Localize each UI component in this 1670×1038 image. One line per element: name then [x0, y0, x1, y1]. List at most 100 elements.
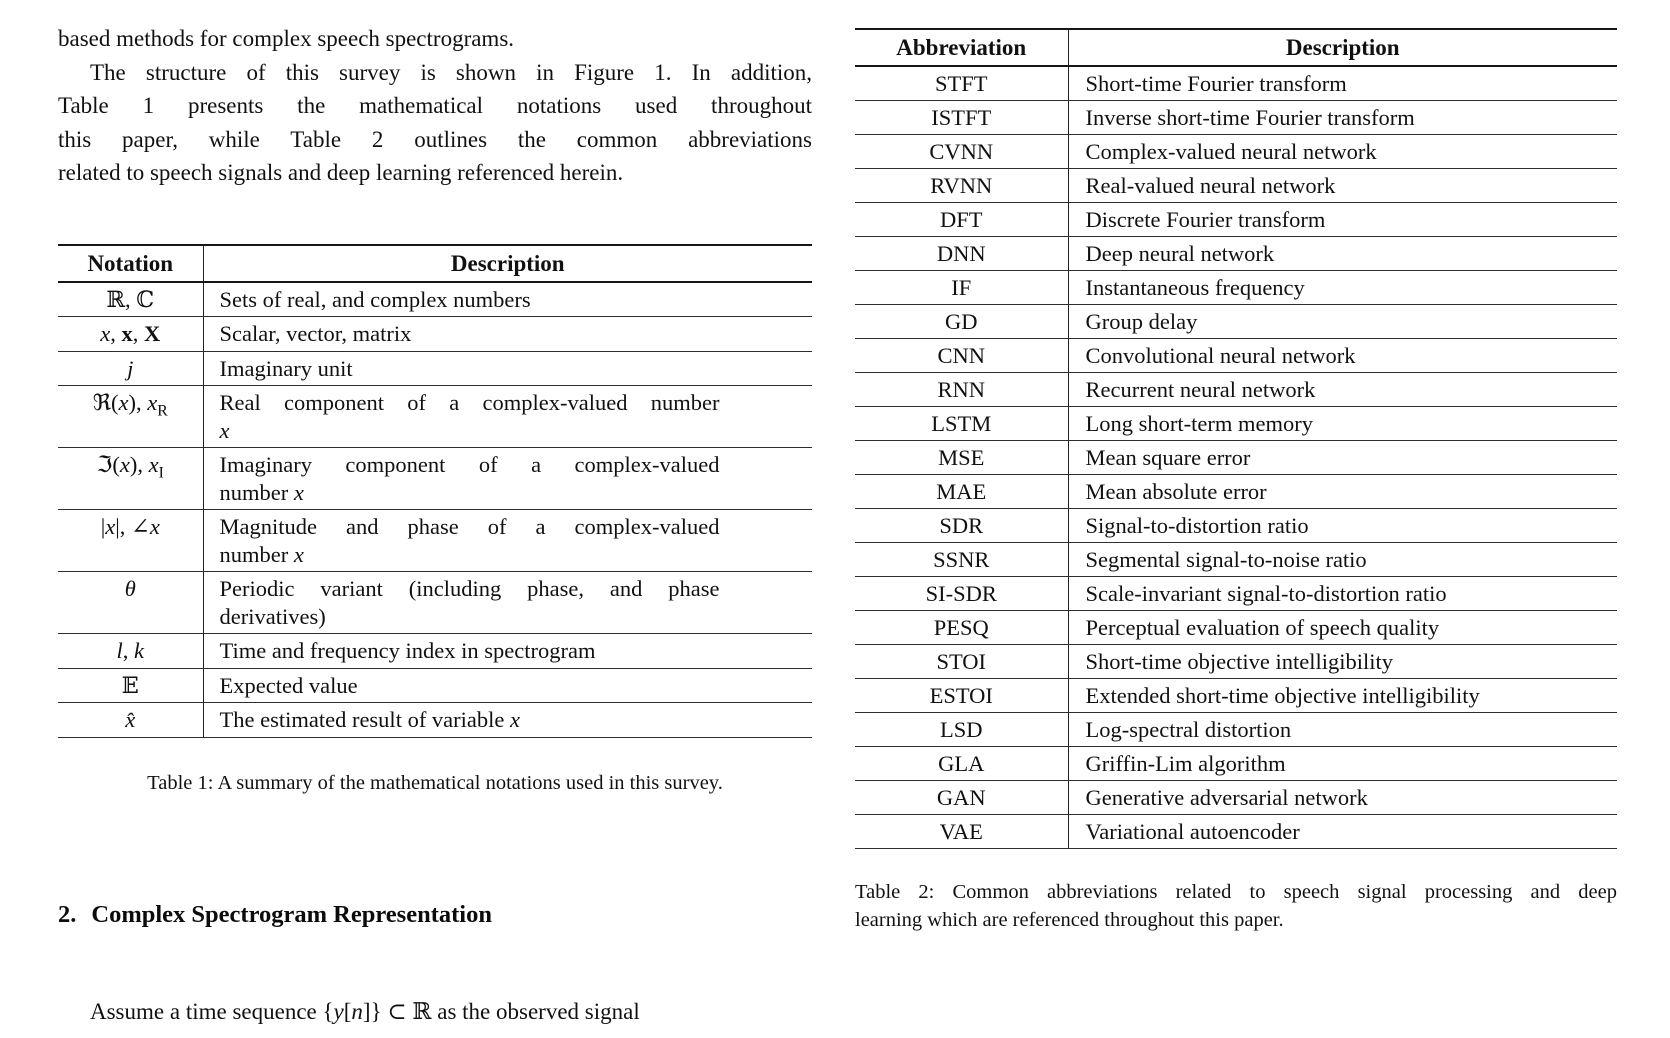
table-row: RNN Recurrent neural network — [855, 372, 1617, 407]
abbreviation-table-body: STFT Short-time Fourier transform ISTFT … — [855, 66, 1617, 849]
description-cell: Segmental signal-to-noise ratio — [1068, 542, 1617, 577]
table-row: ISTFT Inverse short-time Fourier transfo… — [855, 100, 1617, 135]
description-text: Periodic variant (including phase, and p… — [220, 575, 720, 630]
description-cell: Signal-to-distortion ratio — [1068, 508, 1617, 543]
notation-cell: 𝔼 — [58, 668, 204, 703]
text-line: Magnitude and phase of a complex-valued — [219, 514, 720, 539]
table-row: SI-SDR Scale-invariant signal-to-distort… — [855, 576, 1617, 611]
text-line: x — [219, 417, 230, 443]
table-row: STFT Short-time Fourier transform — [855, 66, 1617, 101]
abbreviation-cell: RVNN — [855, 168, 1069, 203]
description-text: Expected value — [220, 672, 720, 700]
notation-cell: θ — [58, 571, 204, 634]
section-heading: 2. Complex Spectrogram Representation — [58, 901, 812, 929]
description-cell: Generative adversarial network — [1068, 780, 1617, 815]
notation-cell: l, k — [58, 633, 204, 669]
table-row: 𝔼 Expected value — [58, 668, 812, 703]
table-row: j Imaginary unit — [58, 351, 812, 386]
description-cell: Recurrent neural network — [1068, 372, 1617, 407]
description-cell: Griffin-Lim algorithm — [1068, 746, 1617, 781]
table-row: CVNN Complex-valued neural network — [855, 134, 1617, 169]
description-cell: Inverse short-time Fourier transform — [1068, 100, 1617, 135]
table-row: l, k Time and frequency index in spectro… — [58, 633, 812, 669]
description-cell: Time and frequency index in spectrogram — [203, 633, 812, 669]
abbreviation-cell: LSD — [855, 712, 1069, 747]
notation-cell: j — [58, 351, 204, 386]
text-line: learning which are referenced throughout… — [855, 908, 1284, 931]
description-cell: Scale-invariant signal-to-distortion rat… — [1068, 576, 1617, 611]
abbreviation-cell: IF — [855, 270, 1069, 305]
description-column-header: Description — [203, 244, 812, 283]
text-line: derivatives) — [219, 603, 326, 629]
table-row: MSE Mean square error — [855, 440, 1617, 475]
description-cell: Mean square error — [1068, 440, 1617, 475]
text-line: Real component of a complex-valued numbe… — [219, 390, 720, 415]
abbreviation-cell: PESQ — [855, 610, 1069, 645]
description-cell: Extended short-time objective intelligib… — [1068, 678, 1617, 713]
description-text: Magnitude and phase of a complex-valued n… — [220, 513, 720, 568]
description-cell: Long short-term memory — [1068, 406, 1617, 441]
description-cell: Group delay — [1068, 304, 1617, 339]
table-row: CNN Convolutional neural network — [855, 338, 1617, 373]
description-text: Sets of real, and complex numbers — [220, 286, 720, 314]
description-text: Imaginary unit — [220, 355, 720, 383]
table-row: ℜ(x), xR Real component of a complex-val… — [58, 385, 812, 448]
abbreviation-cell: VAE — [855, 814, 1069, 849]
section-title: Complex Spectrogram Representation — [91, 901, 492, 928]
notation-table: Notation Description ℝ, ℂ Sets of real, … — [58, 243, 812, 738]
header-row: Notation Description — [58, 244, 812, 283]
table-row: GD Group delay — [855, 304, 1617, 339]
description-cell: Complex-valued neural network — [1068, 134, 1617, 169]
abbreviation-cell: GLA — [855, 746, 1069, 781]
abbreviation-cell: GD — [855, 304, 1069, 339]
table-row: ℑ(x), xI Imaginary component of a comple… — [58, 447, 812, 510]
paragraph-tail-line: based methods for complex speech spectro… — [58, 26, 515, 51]
table-row: DNN Deep neural network — [855, 236, 1617, 271]
table-row: ℝ, ℂ Sets of real, and complex numbers — [58, 281, 812, 317]
description-cell: Expected value — [203, 668, 812, 703]
abbreviation-cell: SDR — [855, 508, 1069, 543]
section-number: 2. — [58, 901, 77, 928]
text-line: Imaginary component of a complex-valued — [219, 452, 720, 477]
description-cell: Instantaneous frequency — [1068, 270, 1617, 305]
text-line: Periodic variant (including phase, and p… — [219, 576, 720, 601]
abbreviation-cell: LSTM — [855, 406, 1069, 441]
notation-column-header: Notation — [58, 244, 204, 283]
description-cell: Discrete Fourier transform — [1068, 202, 1617, 237]
abbreviation-cell: DNN — [855, 236, 1069, 271]
table-row: |x|, ∠x Magnitude and phase of a complex… — [58, 509, 812, 572]
description-cell: Real-valued neural network — [1068, 168, 1617, 203]
notation-cell: |x|, ∠x — [58, 509, 204, 572]
table-row: x, x, X Scalar, vector, matrix — [58, 316, 812, 352]
abbreviation-table-header: Abbreviation Description — [855, 29, 1617, 67]
table-row: DFT Discrete Fourier transform — [855, 202, 1617, 237]
table-row: θ Periodic variant (including phase, and… — [58, 571, 812, 634]
table-row: MAE Mean absolute error — [855, 474, 1617, 509]
description-cell: Imaginary component of a complex-valued n… — [203, 447, 812, 510]
table-row: LSTM Long short-term memory — [855, 406, 1617, 441]
abbreviation-cell: RNN — [855, 372, 1069, 407]
intro-paragraph: The structure of this survey is shown in… — [58, 56, 812, 190]
table2-caption: Table 2: Common abbreviations related to… — [855, 879, 1617, 934]
abbreviation-cell: CVNN — [855, 134, 1069, 169]
text-line: related to speech signals and deep learn… — [58, 160, 624, 185]
description-cell: Perceptual evaluation of speech quality — [1068, 610, 1617, 645]
header-row: Abbreviation Description — [855, 29, 1617, 67]
description-cell: Magnitude and phase of a complex-valued n… — [203, 509, 812, 572]
abbreviation-column-header: Abbreviation — [855, 29, 1069, 67]
description-cell: Real component of a complex-valued numbe… — [203, 385, 812, 448]
table1-caption: Table 1: A summary of the mathematical n… — [147, 771, 723, 794]
text-line: this paper, while Table 2 outlines the c… — [58, 126, 812, 152]
table-row: GLA Griffin-Lim algorithm — [855, 746, 1617, 781]
abbreviation-cell: STOI — [855, 644, 1069, 679]
description-column-header: Description — [1068, 29, 1617, 67]
text-line: The estimated result of variable x — [219, 707, 521, 732]
text-line: Table 1 presents the mathematical notati… — [58, 93, 812, 118]
description-text: The estimated result of variable x — [220, 706, 720, 734]
text-line: Sets of real, and complex numbers — [219, 286, 531, 312]
notation-table-header: Notation Description — [58, 244, 812, 283]
table-row: STOI Short-time objective intelligibilit… — [855, 644, 1617, 679]
table-row: x̂ The estimated result of variable x — [58, 702, 812, 738]
description-cell: Variational autoencoder — [1068, 814, 1617, 849]
